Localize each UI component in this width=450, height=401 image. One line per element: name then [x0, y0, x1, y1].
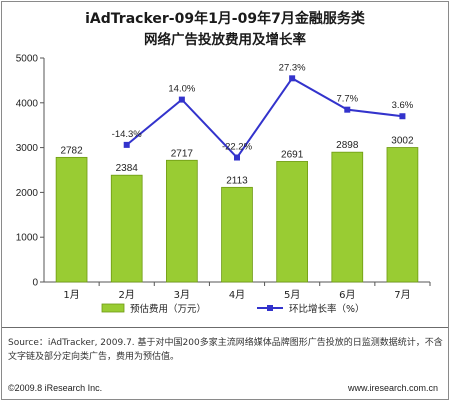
x-tick-label: 3月	[174, 289, 190, 301]
copyright-text: ©2009.8 iResearch Inc.	[8, 383, 103, 393]
x-tick-label: 7月	[394, 289, 410, 301]
bar	[166, 159, 198, 283]
y-tick-label: 1000	[16, 233, 39, 244]
y-tick-label: 0	[32, 278, 38, 289]
growth-rate-line	[126, 76, 403, 160]
growth-rate-marker	[178, 96, 185, 103]
bar-value-label: 3002	[391, 136, 414, 147]
source-note: Source：iAdTracker, 2009.7. 基于对中国200多家主流网…	[8, 338, 443, 362]
y-tick-label: 2000	[16, 188, 39, 199]
website-text: www.iresearch.com.cn	[347, 383, 438, 393]
bar	[276, 161, 308, 283]
bar	[221, 186, 253, 283]
bar-value-label: 2113	[226, 175, 248, 186]
growth-rate-marker	[289, 75, 296, 82]
bar-value-label: 2782	[60, 145, 83, 156]
legend-bar-swatch	[101, 303, 125, 313]
chart-plot: 0 1000 2000 3000 4000 5000 2782 1月 2384 2月 2717 3月 2…	[16, 54, 431, 315]
footer: ©2009.8 iResearch Inc. www.iresearch.com…	[8, 383, 442, 393]
bar-value-label: 2717	[171, 148, 194, 159]
growth-rate-label: -22.2%	[222, 142, 253, 153]
separator-line	[2, 327, 448, 328]
growth-rate-label: 14.0%	[168, 84, 195, 95]
bar	[331, 151, 364, 283]
bar-value-label: 2691	[281, 149, 304, 160]
bar-value-label: 2898	[336, 140, 359, 151]
bar	[110, 174, 143, 283]
x-tick-label: 6月	[339, 289, 355, 301]
growth-rate-marker	[234, 154, 240, 161]
chart-subtitle: 网络广告投放费用及增长率	[144, 32, 306, 48]
x-tick-label: 5月	[284, 289, 300, 301]
growth-rate-label: -14.3%	[112, 129, 143, 140]
growth-rate-marker	[399, 113, 406, 120]
legend-line-marker	[267, 305, 273, 311]
growth-rate-label: 27.3%	[279, 62, 306, 73]
x-tick-label: 4月	[229, 289, 245, 301]
y-tick-label: 5000	[16, 54, 39, 65]
x-tick-label: 1月	[63, 289, 79, 301]
bar	[386, 147, 419, 283]
growth-rate-marker	[344, 106, 351, 113]
bar-value-label: 2384	[116, 163, 139, 174]
legend-bar-label: 预估费用（万元）	[130, 303, 206, 315]
chart-title: iAdTracker-09年1月-09年7月金融服务类	[85, 11, 365, 27]
legend-line-label: 环比增长率（%）	[289, 303, 365, 315]
bar	[55, 156, 88, 283]
y-tick-label: 3000	[16, 143, 39, 154]
x-tick-label: 2月	[119, 289, 135, 301]
growth-rate-label: 3.6%	[392, 100, 414, 111]
y-tick-label: 4000	[16, 98, 39, 109]
growth-rate-label: 7.7%	[336, 94, 358, 105]
growth-rate-marker	[123, 141, 130, 148]
